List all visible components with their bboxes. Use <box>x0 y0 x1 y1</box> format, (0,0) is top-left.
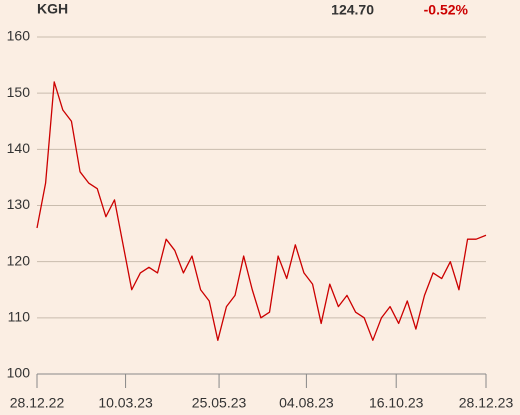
price-change: -0.52% <box>424 2 469 18</box>
x-tick-label: 25.05.23 <box>192 395 247 411</box>
y-tick-label: 130 <box>7 196 31 212</box>
y-tick-label: 100 <box>7 365 31 381</box>
y-tick-label: 140 <box>7 140 31 156</box>
x-tick-label: 28.12.23 <box>459 395 514 411</box>
x-tick-label: 16.10.23 <box>369 395 424 411</box>
ticker: KGH <box>37 1 68 17</box>
y-tick-label: 150 <box>7 84 31 100</box>
x-tick-label: 04.08.23 <box>279 395 334 411</box>
x-tick-label: 28.12.22 <box>10 395 65 411</box>
last-price: 124.70 <box>331 2 374 18</box>
y-tick-label: 160 <box>7 28 31 44</box>
x-tick-label: 10.03.23 <box>98 395 153 411</box>
y-tick-label: 110 <box>8 309 31 325</box>
price-line <box>36 81 487 341</box>
y-tick-label: 120 <box>7 252 31 268</box>
